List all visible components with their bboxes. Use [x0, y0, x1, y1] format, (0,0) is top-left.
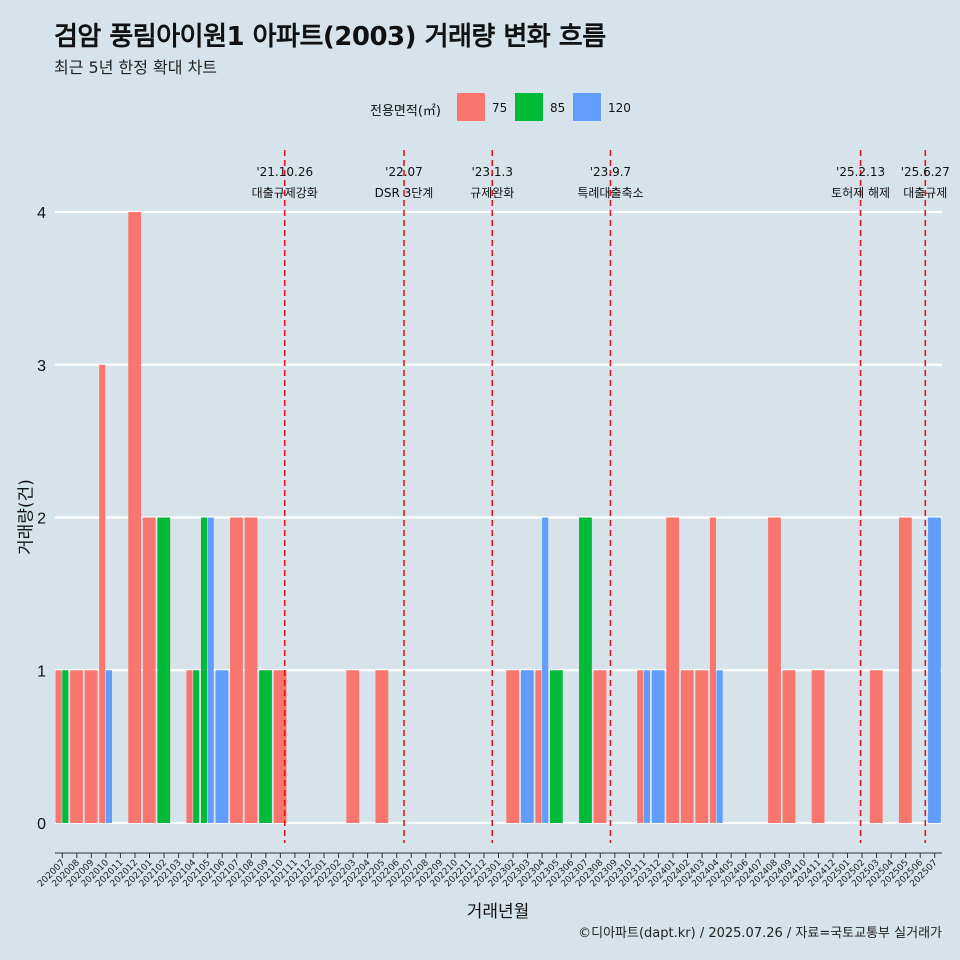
y-tick-label: 3	[37, 358, 46, 375]
chart-title: 검암 풍림아이원1 아파트(2003) 거래량 변화 흐름	[54, 22, 606, 52]
bar-202007-85	[62, 670, 69, 823]
bar-202402-75	[680, 670, 694, 823]
bar-202307-85	[579, 517, 592, 823]
bar-202304-120	[542, 517, 549, 823]
bar-202401-75	[666, 517, 680, 823]
bar-202409-75	[782, 670, 796, 823]
event-label: 규제완화	[470, 186, 514, 200]
event-label: 대출규제	[903, 186, 947, 200]
bar-202203-75	[346, 670, 360, 823]
bar-202408-75	[768, 517, 781, 823]
y-tick-label: 4	[37, 205, 46, 222]
event-label: DSR 3단계	[375, 186, 434, 200]
y-tick-label: 0	[37, 816, 46, 833]
bar-202104-75	[186, 670, 193, 823]
bar-202411-75	[811, 670, 825, 823]
legend-key-85	[515, 93, 543, 121]
bar-202012-75	[128, 212, 142, 823]
legend-label-120: 120	[608, 101, 631, 115]
bar-202109-85	[259, 670, 272, 823]
bar-202009-75	[84, 670, 98, 823]
legend-label-85: 85	[550, 101, 566, 115]
bar-202308-75	[593, 670, 607, 823]
bar-202312-120	[651, 670, 665, 823]
chart-subtitle: 최근 5년 한정 확대 차트	[54, 58, 218, 77]
bar-202311-75	[637, 670, 644, 823]
bar-202010-120	[105, 670, 112, 823]
event-date: '25.6.27	[901, 165, 950, 179]
event-date: '25.2.13	[836, 165, 885, 179]
bar-202311-120	[643, 670, 650, 823]
event-label: 대출규제강화	[252, 186, 318, 200]
x-axis-label: 거래년월	[466, 902, 530, 922]
bar-202507-120	[928, 517, 941, 823]
bar-202110-75	[273, 670, 287, 823]
bar-202302-75	[506, 670, 520, 823]
bar-202010-75	[99, 364, 106, 823]
bar-202007-75	[55, 670, 62, 823]
event-date: '21.10.26	[256, 165, 313, 179]
event-date: '22.07	[385, 165, 423, 179]
bar-202404-75	[709, 517, 717, 823]
bar-202304-75	[535, 670, 542, 823]
y-axis-label: 거래량(건)	[16, 479, 37, 555]
bar-202008-75	[70, 670, 83, 823]
bar-202104-85	[193, 670, 200, 823]
bar-202105-120	[207, 517, 214, 823]
bar-202404-120	[716, 670, 723, 823]
legend-title: 전용면적(㎡)	[370, 104, 441, 119]
event-label: 특례대출축소	[577, 186, 643, 200]
legend: 전용면적(㎡) 75 85 120	[0, 93, 960, 121]
y-tick-label: 2	[37, 511, 46, 528]
bar-202403-75	[695, 670, 709, 823]
bar-202107-75	[230, 517, 243, 823]
bar-202108-75	[244, 517, 258, 823]
bar-202105-85	[200, 517, 208, 823]
event-date: '23.9.7	[590, 165, 631, 179]
bar-202503-75	[869, 670, 883, 823]
legend-label-75: 75	[492, 101, 508, 115]
event-label: 토허제 해제	[831, 186, 890, 200]
bar-202101-75	[142, 517, 156, 823]
legend-key-120	[573, 93, 601, 121]
bar-202205-75	[375, 670, 389, 823]
bar-202102-85	[157, 517, 171, 823]
bar-202106-120	[215, 670, 229, 823]
bar-202505-75	[898, 517, 912, 823]
y-tick-label: 1	[37, 663, 46, 680]
bar-202305-85	[549, 670, 563, 823]
legend-key-75	[457, 93, 485, 121]
source-caption: ©디아파트(dapt.kr) / 2025.07.26 / 자료=국토교통부 실…	[578, 926, 942, 941]
event-date: '23.1.3	[472, 165, 513, 179]
bar-202303-120	[520, 670, 534, 823]
